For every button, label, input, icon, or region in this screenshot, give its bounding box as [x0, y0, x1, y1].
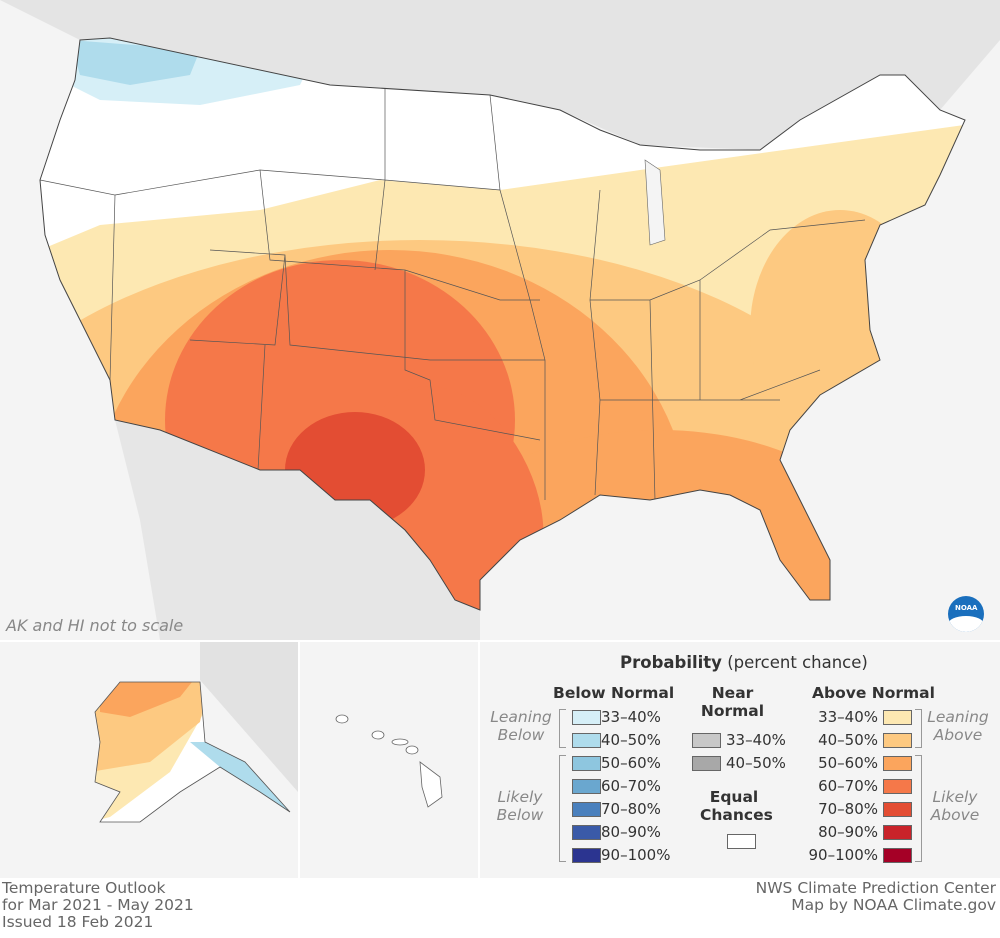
credit-map: Map by NOAA Climate.gov: [791, 896, 996, 914]
above-label-1: 40–50%: [818, 731, 878, 749]
above-label-4: 70–80%: [818, 800, 878, 818]
above-swatch-3: [883, 779, 912, 794]
above-swatch-6: [883, 848, 912, 863]
lake-michigan: [644, 159, 666, 246]
state-borders: [40, 85, 866, 501]
near-label-1: 40–50%: [726, 754, 786, 772]
below-label-1: 40–50%: [601, 731, 661, 749]
above-label-6: 90–100%: [808, 846, 878, 864]
legend: Probability (percent chance) Below Norma…: [480, 642, 1000, 878]
below-label-0: 33–40%: [601, 708, 661, 726]
leaning-above-bracket: [915, 709, 922, 748]
below-swatch-5: [572, 825, 601, 840]
noaa-logo: NOAA: [948, 596, 984, 632]
above-swatch-2: [883, 756, 912, 771]
legend-title: Probability (percent chance): [620, 653, 868, 672]
issue-date: Issued 18 Feb 2021: [2, 913, 154, 931]
footer-left: Temperature Outlook for Mar 2021 - May 2…: [2, 880, 194, 931]
alaska-outline: [94, 681, 291, 823]
alaska-inset: [0, 642, 298, 878]
equal-chances-swatch: [727, 834, 756, 849]
credit-cpc: NWS Climate Prediction Center: [755, 879, 996, 897]
footer-right: NWS Climate Prediction Center Map by NOA…: [756, 880, 996, 914]
above-label-3: 60–70%: [818, 777, 878, 795]
likely-above-bracket: [915, 755, 922, 862]
near-swatch-1: [692, 756, 721, 771]
near-label-0: 33–40%: [726, 731, 786, 749]
us-map: AK and HI not to scale NOAA: [0, 0, 1000, 640]
below-label-5: 80–90%: [601, 823, 661, 841]
below-label-6: 90–100%: [601, 846, 671, 864]
below-swatch-1: [572, 733, 601, 748]
above-swatch-5: [883, 825, 912, 840]
leaning-below-label: Leaning Below: [490, 708, 552, 744]
above-swatch-4: [883, 802, 912, 817]
below-label-4: 70–80%: [601, 800, 661, 818]
below-swatch-4: [572, 802, 601, 817]
hawaii-inset: [300, 642, 478, 878]
mexico-land: [115, 420, 480, 640]
above-label-2: 50–60%: [818, 754, 878, 772]
canada-land: [200, 642, 298, 792]
noaa-logo-text: NOAA: [955, 604, 978, 612]
likely-below-bracket: [559, 755, 566, 862]
above-normal-heading: Above Normal: [812, 684, 935, 702]
below-swatch-3: [572, 779, 601, 794]
outlook-title: Temperature Outlook: [2, 879, 166, 897]
below-swatch-0: [572, 710, 601, 725]
legend-title-bold: Probability: [620, 653, 722, 672]
canada-land: [0, 0, 1000, 150]
below-swatch-2: [572, 756, 601, 771]
contiguous-us-outlook-map: [0, 0, 1000, 640]
alaska-map: [94, 642, 298, 823]
us-outline: [39, 37, 966, 611]
above-swatch-1: [883, 733, 912, 748]
below-label-2: 50–60%: [601, 754, 661, 772]
below-swatch-6: [572, 848, 601, 863]
leaning-below-bracket: [559, 709, 566, 748]
leaning-above-label: Leaning Above: [927, 708, 989, 744]
likely-above-label: Likely Above: [930, 788, 980, 824]
likely-below-label: Likely Below: [496, 788, 544, 824]
above-label-0: 33–40%: [818, 708, 878, 726]
near-swatch-0: [692, 733, 721, 748]
equal-chances-heading: Equal Chances: [700, 788, 773, 824]
above-swatch-0: [883, 710, 912, 725]
below-label-3: 60–70%: [601, 777, 661, 795]
above-label-5: 80–90%: [818, 823, 878, 841]
leaning-below-40-50-area: [70, 40, 200, 85]
hawaii-map: [335, 714, 443, 808]
outlook-period: for Mar 2021 - May 2021: [2, 896, 194, 914]
near-normal-heading: Near Normal: [700, 684, 765, 720]
legend-title-rest: (percent chance): [727, 653, 868, 672]
scale-note: AK and HI not to scale: [6, 616, 184, 635]
leaning-above-40-50-east: [750, 210, 930, 450]
below-normal-heading: Below Normal: [553, 684, 675, 702]
